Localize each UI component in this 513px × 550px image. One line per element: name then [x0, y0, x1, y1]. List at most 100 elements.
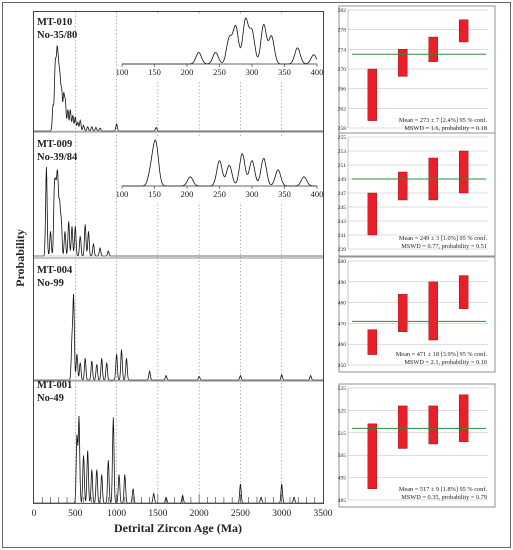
- wm-tick-label-2-1: 460: [338, 342, 347, 348]
- inset-tick-label-1-5: 350: [278, 189, 291, 199]
- wm-stat-line2-1: MSWD = 0.77, probability = 0.51: [401, 243, 487, 250]
- wm-bar-1-1: [398, 171, 408, 201]
- wm-tick-label-1-8: 255: [338, 135, 347, 141]
- wm-bar-2-1: [398, 294, 408, 332]
- wm-tick-label-3-2: 505: [338, 453, 347, 459]
- wm-tick-label-1-2: 243: [338, 219, 347, 225]
- wm-stat-line1-2: Mean = 471 ± 18 [3.9%] 95 % conf.: [396, 351, 488, 358]
- wm-frame-3: [338, 383, 496, 508]
- wm-stat-line2-3: MSWD = 0.35, probability = 0.79: [401, 494, 487, 501]
- wm-bar-0-1: [398, 49, 408, 77]
- wm-bar-0-0: [367, 68, 378, 121]
- x-axis-tick-labels: 0 500 1000 1500 2000 2500 3000 3500: [32, 509, 333, 519]
- inset-tick-label-1-1: 150: [148, 189, 161, 199]
- wm-tick-label-1-7: 253: [338, 149, 347, 155]
- inset-curve-1: [122, 139, 317, 187]
- weighted-mean-panel-1: 239 241 243 245 247 249 251 253 255 Mean = 249 ± …: [338, 132, 496, 257]
- panel-dividers: [34, 131, 323, 382]
- panel-3-code: No-49: [37, 393, 64, 404]
- wm-bar-1-3: [458, 150, 469, 194]
- wm-stat-line2-2: MSWD = 2.1, probability = 0.10: [404, 359, 487, 366]
- x-tick-label-6: 3000: [272, 509, 291, 519]
- vertical-dotted-gridlines: [74, 12, 283, 503]
- wm-bar-2-3: [458, 275, 469, 310]
- kde-curves: [34, 44, 323, 504]
- inset-bg-0: [118, 14, 321, 80]
- panel-2-code: No-99: [37, 278, 64, 289]
- wm-bar-2-0: [367, 329, 378, 355]
- wm-bar-3-3: [458, 394, 469, 442]
- inset-tick-label-0-3: 250: [213, 67, 226, 77]
- inset-tick-label-0-1: 150: [148, 67, 161, 77]
- x-tick-label-3: 1500: [148, 509, 167, 519]
- wm-bar-3-0: [367, 423, 378, 489]
- main-plot-frame: [33, 11, 324, 504]
- wm-bar-3-1: [398, 405, 408, 449]
- inset-tick-label-1-4: 300: [246, 189, 259, 199]
- wm-tick-label-3-1: 495: [338, 476, 347, 482]
- wm-stat-line1-3: Mean = 517 ± 9 [1.8%] 95 % conf.: [399, 486, 488, 493]
- kde-curve-MT-004: [34, 293, 323, 381]
- wm-tick-label-1-5: 249: [338, 177, 347, 183]
- wm-tick-label-2-3: 480: [338, 301, 347, 307]
- wm-tick-label-3-3: 515: [338, 431, 347, 437]
- x-tick-label-5: 2500: [231, 509, 250, 519]
- wm-tick-label-0-4: 274: [338, 47, 347, 53]
- inset-tick-label-0-2: 200: [181, 67, 194, 77]
- x-axis-ticks: [41, 494, 316, 503]
- wm-tick-label-0-6: 282: [338, 8, 347, 14]
- wm-tick-label-2-5: 500: [338, 259, 347, 265]
- wm-frame-2: [338, 256, 496, 373]
- wm-tick-label-0-1: 262: [338, 106, 347, 112]
- wm-tick-label-2-0: 450: [338, 363, 347, 369]
- inset-tick-label-1-3: 250: [213, 189, 226, 199]
- inset-tick-label-1-2: 200: [181, 189, 194, 199]
- wm-bar-2-2: [428, 281, 438, 341]
- wm-frame-0: [338, 5, 496, 135]
- panel-0-name: MT-010: [37, 17, 72, 28]
- inset-tick-label-1-6: 400: [311, 189, 324, 199]
- wm-stat-line1-0: Mean = 273 ± 7 [2.4%] 95 % conf.: [399, 117, 488, 124]
- x-tick-label-1: 500: [68, 509, 83, 519]
- wm-bar-0-3: [458, 19, 469, 43]
- wm-tick-label-0-0: 258: [338, 126, 347, 132]
- x-axis-title: Detrital Zircon Age (Ma): [114, 521, 242, 535]
- weighted-mean-panel-0: 258 262 266 270 274 278 282 Mean = 273 ± 7 [2.4…: [338, 5, 496, 135]
- wm-tick-label-1-4: 247: [338, 191, 347, 197]
- panel-1-code: No-39/84: [37, 152, 78, 163]
- panel-3-name: MT-001: [37, 380, 72, 391]
- wm-bar-0-2: [428, 36, 438, 62]
- wm-bar-1-0: [367, 192, 378, 236]
- wm-bar-3-2: [428, 405, 438, 445]
- inset-tick-label-0-0: 100: [116, 67, 129, 77]
- inset-bg-1: [118, 136, 321, 202]
- weighted-mean-panel-3: 485 495 505 515 525 535 Mean = 517 ± 9 [1.8%] …: [338, 383, 496, 508]
- wm-stat-line1-1: Mean = 249 ± 3 [1.0%] 95 % conf.: [399, 235, 488, 242]
- kde-curve-MT-001: [34, 415, 323, 504]
- wm-tick-label-1-0: 239: [338, 247, 347, 253]
- panel-0-code: No-35/80: [37, 30, 77, 41]
- wm-tick-label-0-5: 278: [338, 28, 347, 34]
- inset-tick-label-0-5: 350: [278, 67, 291, 77]
- inset-tick-label-0-6: 400: [311, 67, 324, 77]
- panel-1-name: MT-009: [37, 139, 72, 150]
- inset-tick-label-1-0: 100: [116, 189, 129, 199]
- inset-plots: 100 150 200 250 300 350 400 100 150 200 250 300 350 4…: [116, 14, 324, 202]
- wm-tick-label-0-3: 270: [338, 67, 347, 73]
- wm-tick-label-1-1: 241: [338, 233, 347, 239]
- x-tick-label-4: 2000: [190, 509, 209, 519]
- x-tick-label-0: 0: [32, 509, 37, 519]
- wm-stat-line2-0: MSWD = 1.6, probability = 0.18: [404, 125, 487, 132]
- panel-2-name: MT-004: [37, 265, 73, 276]
- wm-tick-label-3-5: 535: [338, 386, 347, 392]
- wm-tick-label-0-2: 266: [338, 87, 347, 93]
- x-tick-label-7: 3500: [314, 509, 333, 519]
- inset-tick-label-0-4: 300: [246, 67, 259, 77]
- wm-frame-1: [338, 132, 496, 257]
- y-axis-title: Probability: [13, 229, 27, 287]
- wm-tick-label-2-2: 470: [338, 321, 347, 327]
- wm-tick-label-3-0: 485: [338, 498, 347, 504]
- wm-tick-label-2-4: 490: [338, 280, 347, 286]
